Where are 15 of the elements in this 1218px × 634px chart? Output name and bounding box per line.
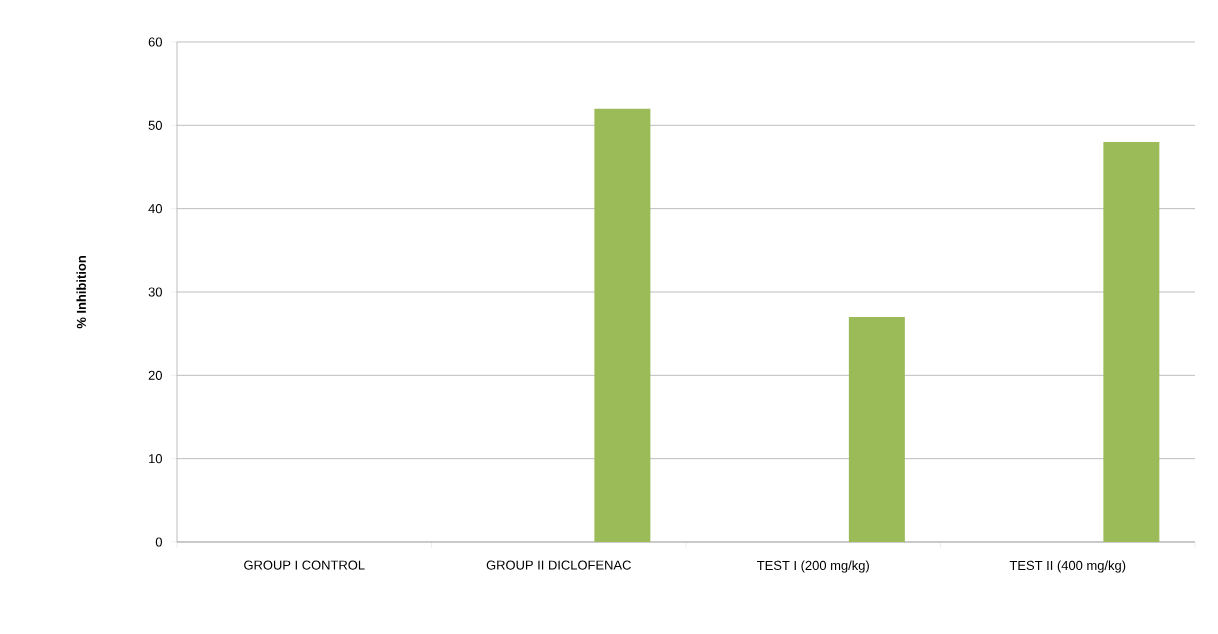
y-tick-label: 10 (149, 454, 162, 464)
y-tick-label: 50 (148, 120, 162, 130)
y-tick-label: 0 (155, 537, 162, 547)
y-axis-title: % Inhibition (76, 256, 86, 329)
bar (1103, 141, 1160, 542)
bar (848, 316, 905, 542)
x-tick-label: GROUP I CONTROL (244, 560, 365, 570)
y-tick-label: 40 (148, 204, 162, 214)
y-tick-label: 30 (148, 287, 162, 297)
bar (594, 108, 651, 542)
y-tick-label: 60 (148, 37, 162, 47)
x-tick-label: TEST I (200 mg/kg) (757, 560, 869, 573)
x-tick-label: GROUP II DICLOFENAC (486, 560, 631, 570)
y-tick-label: 20 (148, 370, 162, 380)
x-tick-label: TEST II (400 mg/kg) (1009, 560, 1126, 573)
